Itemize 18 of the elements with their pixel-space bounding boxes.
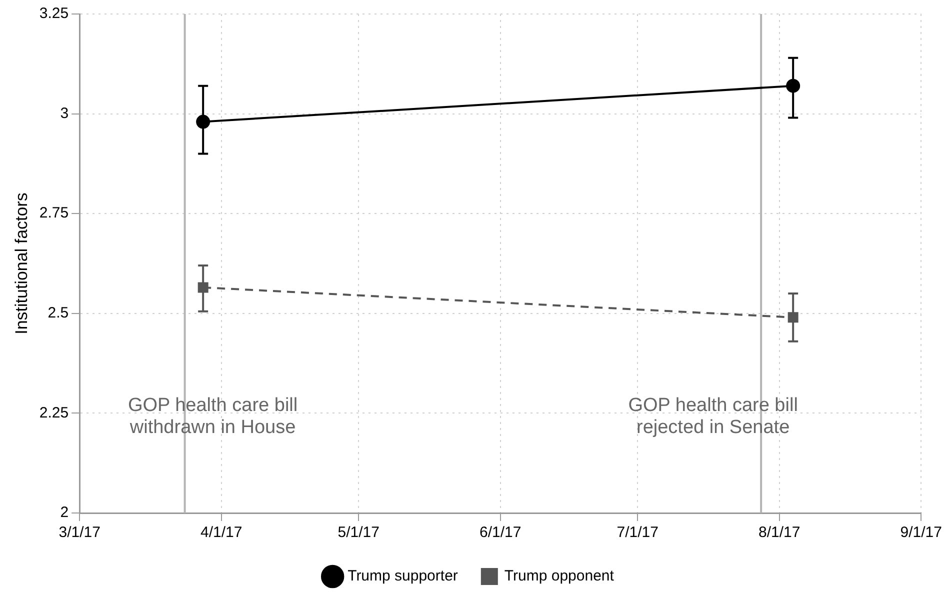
x-tick-label: 8/1/17: [758, 524, 800, 542]
x-tick-label: 3/1/17: [58, 524, 100, 542]
legend-label: Trump supporter: [348, 568, 458, 585]
y-tick-label: 3: [60, 104, 69, 122]
legend-label: Trump opponent: [504, 568, 615, 585]
x-tick-label: 4/1/17: [200, 524, 242, 542]
y-tick-label: 2: [60, 504, 69, 522]
x-tick-label: 7/1/17: [616, 524, 658, 542]
y-tick-label: 2.25: [39, 404, 69, 422]
y-tick-label: 3.25: [39, 5, 69, 22]
ref-line-label: GOP health care bill rejected in Senate: [628, 395, 798, 438]
y-tick-label: 2.5: [48, 304, 69, 322]
ref-line-label: GOP health care bill withdrawn in House: [128, 395, 298, 438]
x-tick-label: 5/1/17: [338, 524, 380, 542]
x-tick-label: 9/1/17: [900, 524, 942, 542]
y-tick-label: 2.75: [39, 204, 69, 222]
y-axis-title: Institutional factors: [12, 192, 31, 334]
x-tick-label: 6/1/17: [480, 524, 522, 542]
